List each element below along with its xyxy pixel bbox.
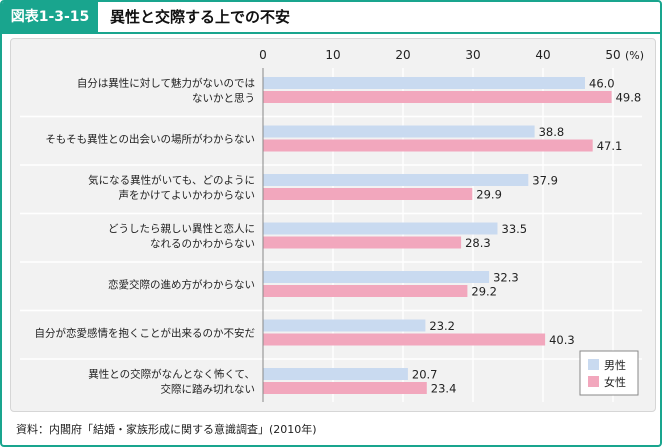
category-label: 声をかけてよいかわからない (119, 189, 256, 202)
category-label: どうしたら親しい異性と恋人に (108, 222, 255, 235)
x-tick-label: 20 (395, 48, 410, 62)
legend-swatch (588, 376, 599, 387)
category-label: 自分が恋愛感情を抱くことが出来るのか不安だ (35, 327, 256, 340)
x-tick-label: 30 (465, 48, 480, 62)
header-divider (2, 32, 660, 34)
source-note: 資料：内閣府「結婚・家族形成に関する意識調査」(2010年) (16, 423, 317, 436)
data-label: 49.8 (616, 91, 642, 105)
data-label: 47.1 (597, 139, 623, 153)
data-label: 33.5 (502, 222, 528, 236)
bar-female (263, 333, 546, 346)
x-tick-label: 40 (535, 48, 550, 62)
figure-header: 図表1-3-15 異性と交際する上での不安 (2, 2, 660, 32)
data-label: 37.9 (532, 174, 558, 188)
bar-female (263, 236, 462, 249)
category-label: 交際に踏み切れない (161, 383, 256, 396)
data-label: 29.2 (471, 285, 497, 299)
data-label: 23.4 (431, 382, 457, 396)
bar-male (263, 174, 529, 186)
bar-male (263, 222, 498, 235)
data-label: 38.8 (539, 125, 565, 139)
bar-female (263, 382, 427, 394)
x-tick-label: 10 (325, 48, 340, 62)
legend-label: 女性 (604, 375, 626, 389)
bar-female (263, 91, 612, 103)
bar-male (263, 77, 585, 89)
category-label: 異性との交際がなんとなく怖くて、 (88, 368, 255, 381)
data-label: 29.9 (476, 188, 502, 202)
figure-title: 異性と交際する上での不安 (110, 8, 291, 26)
data-label: 40.3 (549, 333, 575, 347)
category-label: 自分は異性に対して魅力がないのでは (77, 77, 255, 90)
bar-male (263, 271, 490, 283)
data-label: 28.3 (465, 236, 491, 250)
category-label: 気になる異性がいても、どのように (88, 174, 255, 187)
data-label: 32.3 (493, 271, 519, 285)
x-tick-label: 50 (605, 48, 620, 62)
bar-male (263, 125, 535, 138)
data-label: 23.2 (429, 319, 455, 333)
figure-label: 図表1-3-15 (2, 2, 98, 32)
bar-male (263, 319, 426, 332)
data-label: 46.0 (589, 77, 615, 91)
category-label: ないかと思う (192, 93, 255, 105)
legend-box (579, 350, 639, 396)
bar-female (263, 139, 593, 152)
axis-unit-label: (%) (625, 49, 644, 62)
category-label: 恋愛交際の進め方がわからない (108, 278, 255, 291)
legend-swatch (588, 359, 599, 370)
legend-label: 男性 (604, 358, 626, 372)
bar-male (263, 368, 408, 380)
category-label: なれるのかわからない (150, 238, 255, 250)
bar-female (263, 188, 473, 200)
x-tick-label: 0 (259, 48, 267, 62)
bar-female (263, 285, 468, 297)
data-label: 20.7 (412, 368, 438, 382)
category-label: そもそも異性との出会いの場所がわからない (45, 133, 255, 146)
